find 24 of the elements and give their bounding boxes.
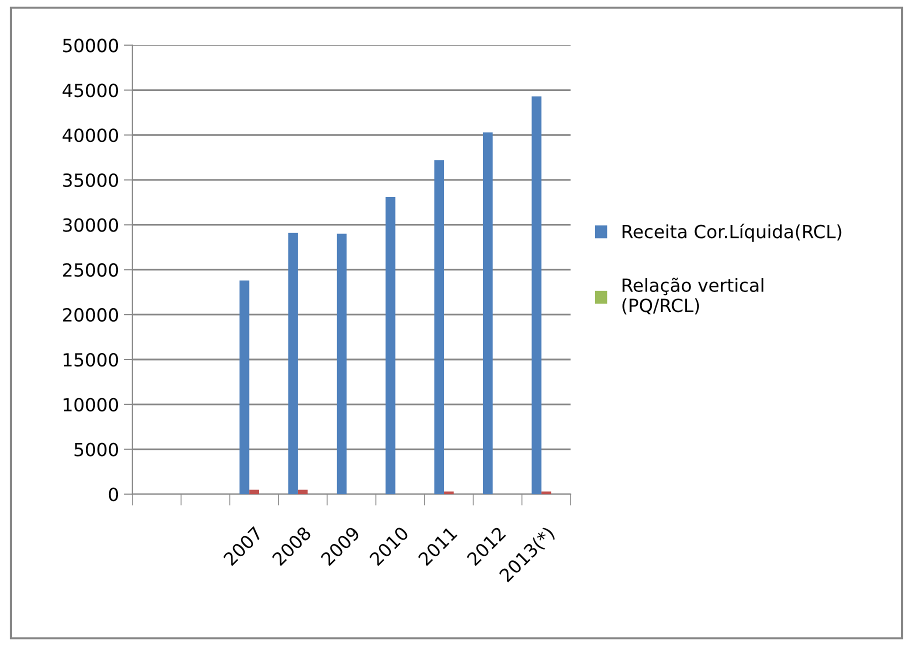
bar: [288, 232, 298, 494]
y-tick-label: 25000: [63, 263, 118, 277]
legend-label: Relação vertical (PQ/RCL): [622, 278, 764, 314]
bar: [532, 96, 542, 494]
bar: [434, 160, 444, 494]
bar: [249, 490, 259, 494]
y-tick-label: 20000: [63, 308, 118, 322]
bar: [386, 196, 396, 494]
y-tick-label: 5000: [74, 442, 118, 456]
y-tick-label: 30000: [63, 218, 118, 232]
y-tick-label: 50000: [63, 38, 118, 52]
bar: [298, 490, 308, 494]
bar: [541, 491, 552, 494]
y-tick-label: 40000: [62, 128, 118, 142]
y-tick-label: 45000: [62, 84, 118, 98]
bar: [444, 491, 454, 494]
y-tick-label: 15000: [64, 352, 118, 367]
y-tick-label: 35000: [63, 173, 118, 188]
bar: [336, 234, 347, 494]
bar: [240, 280, 250, 494]
legend-label: Receita Cor.Líquida(RCL): [622, 224, 842, 242]
y-tick-label: 10000: [64, 398, 118, 412]
bar: [482, 132, 493, 494]
y-tick-label: 0: [108, 488, 118, 502]
